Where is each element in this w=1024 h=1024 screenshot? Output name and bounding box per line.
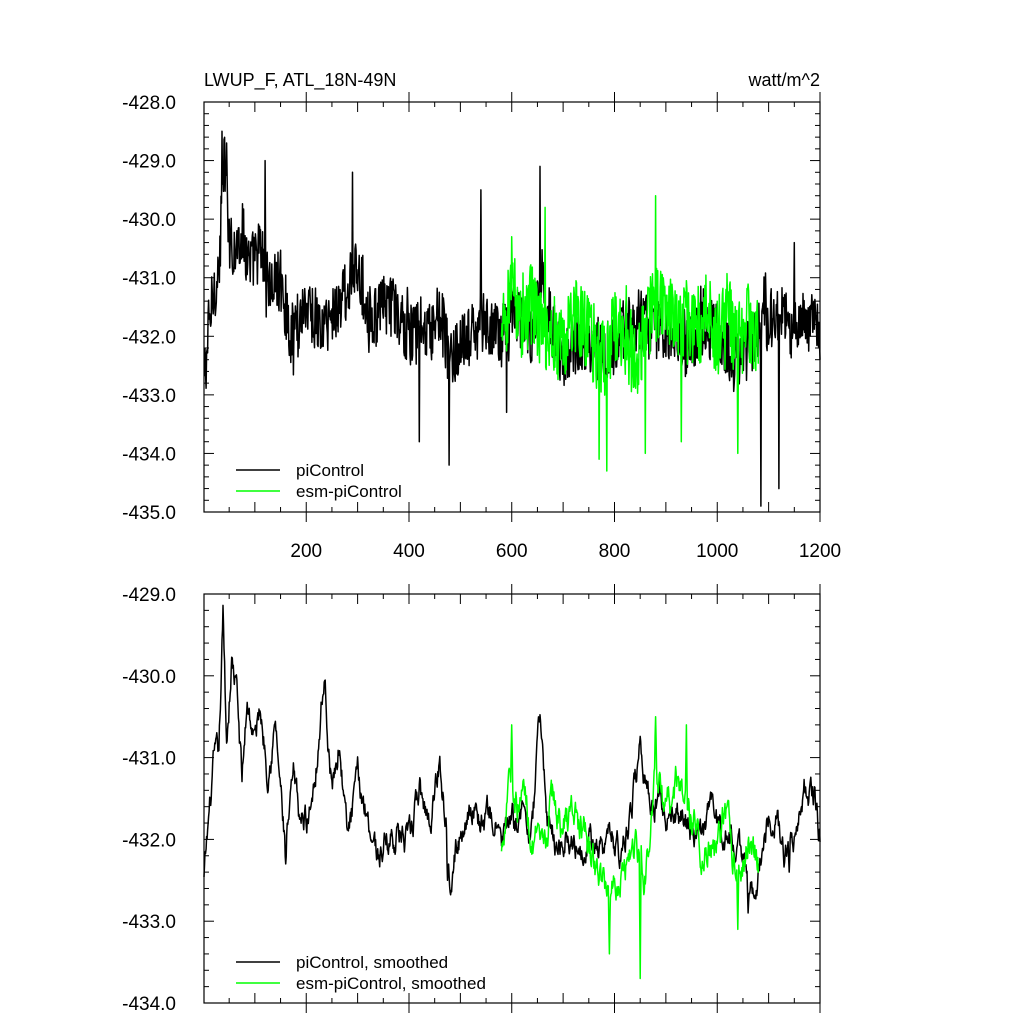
y-tick-label: -429.0	[122, 585, 176, 606]
series-line-picontrol	[203, 130, 821, 507]
top-panel-units: watt/m^2	[748, 70, 820, 90]
series-line-esm-picontrol-smoothed	[500, 715, 760, 980]
y-tick-label: -433.0	[122, 912, 176, 933]
legend-label: esm-piControl	[296, 482, 402, 501]
legend-label: esm-piControl, smoothed	[296, 974, 486, 993]
top-plot-area	[203, 130, 821, 507]
y-tick-label: -434.0	[122, 994, 176, 1015]
y-tick-label: -432.0	[122, 327, 176, 348]
x-tick-label: 800	[599, 541, 631, 562]
bottom-panel: -429.0 -430.0 -431.0 -432.0 -433.0 -434.0 piC…	[122, 584, 821, 1015]
bottom-plot-area	[203, 604, 821, 980]
y-tick-label: -432.0	[122, 830, 176, 851]
y-tick-label: -430.0	[122, 667, 176, 688]
y-tick-label: -429.0	[122, 152, 176, 173]
legend-label: piControl, smoothed	[296, 953, 448, 972]
legend-label: piControl	[296, 461, 364, 480]
y-tick-label: -428.0	[122, 93, 176, 114]
x-tick-label: 200	[290, 541, 322, 562]
x-tick-label: 600	[496, 541, 528, 562]
bottom-axes: -429.0 -430.0 -431.0 -432.0 -433.0 -434.0	[122, 584, 821, 1015]
y-tick-label: -430.0	[122, 210, 176, 231]
top-panel: LWUP_F, ATL_18N-49N watt/m^2 -428.0 -429.…	[122, 70, 841, 562]
x-tick-label: 1000	[696, 541, 738, 562]
top-legend: piControl esm-piControl	[236, 461, 402, 501]
series-line-esm-picontrol	[500, 194, 760, 472]
x-tick-label: 1200	[799, 541, 841, 562]
y-tick-label: -431.0	[122, 269, 176, 290]
y-tick-label: -431.0	[122, 749, 176, 770]
y-tick-label: -434.0	[122, 444, 176, 465]
x-tick-label: 400	[393, 541, 425, 562]
series-line-picontrol-smoothed	[203, 604, 821, 914]
y-tick-label: -433.0	[122, 386, 176, 407]
top-panel-title: LWUP_F, ATL_18N-49N	[204, 70, 396, 91]
bottom-legend: piControl, smoothed esm-piControl, smooth…	[236, 953, 486, 993]
top-axes: -428.0 -429.0 -430.0 -431.0 -432.0 -433.0 -434…	[122, 92, 841, 562]
y-tick-label: -435.0	[122, 503, 176, 524]
plot-frame	[203, 593, 821, 1004]
